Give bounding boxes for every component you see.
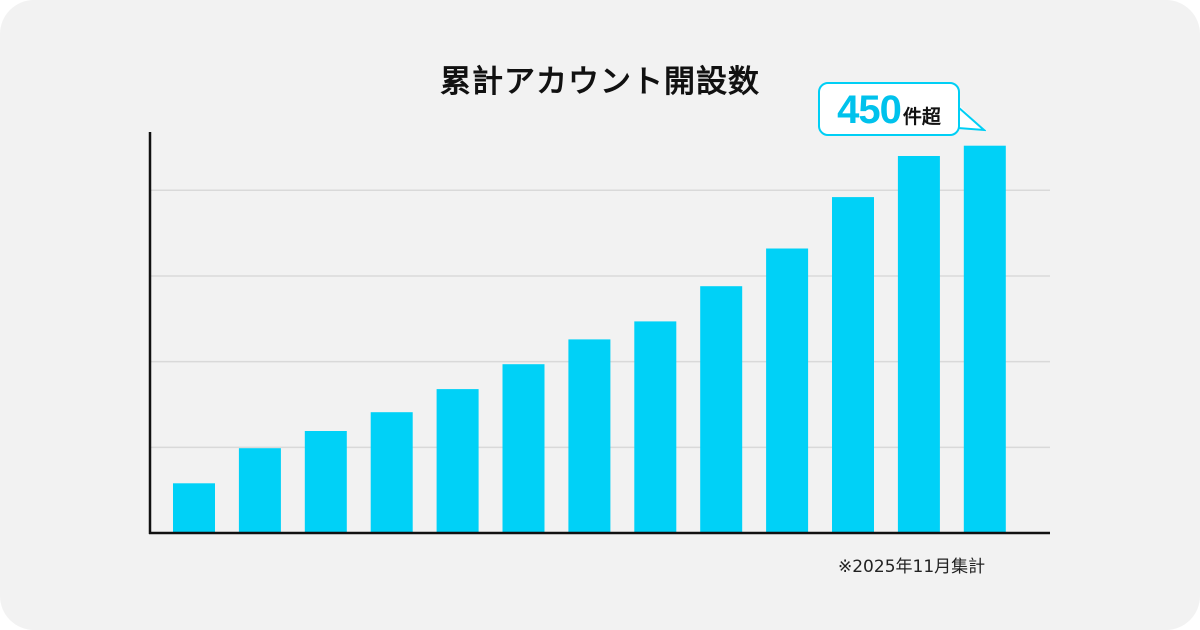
footnote: ※2025年11月集計 xyxy=(838,557,986,577)
bar-6 xyxy=(502,364,545,533)
bar-9 xyxy=(700,286,743,533)
bar-13 xyxy=(963,145,1006,533)
callout-tail xyxy=(952,106,986,132)
bar-5 xyxy=(436,389,479,533)
bar-3 xyxy=(304,431,347,533)
bar-8 xyxy=(634,321,677,533)
bar-12 xyxy=(897,156,940,533)
total-callout: 450 件超 xyxy=(818,82,960,136)
callout-unit: 件超 xyxy=(902,106,941,128)
bar-2 xyxy=(238,448,281,533)
callout-number: 450 xyxy=(837,88,902,132)
bar-7 xyxy=(568,339,611,533)
bar-10 xyxy=(766,248,809,533)
chart-title: 累計アカウント開設数 xyxy=(440,64,760,100)
bars xyxy=(173,145,1006,533)
bar-11 xyxy=(832,197,874,533)
bar-1 xyxy=(173,483,215,533)
bar-4 xyxy=(370,412,413,533)
